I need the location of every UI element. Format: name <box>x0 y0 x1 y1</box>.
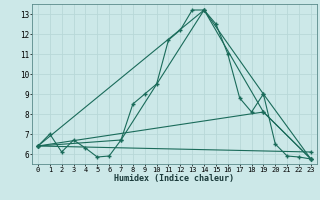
X-axis label: Humidex (Indice chaleur): Humidex (Indice chaleur) <box>115 174 234 183</box>
